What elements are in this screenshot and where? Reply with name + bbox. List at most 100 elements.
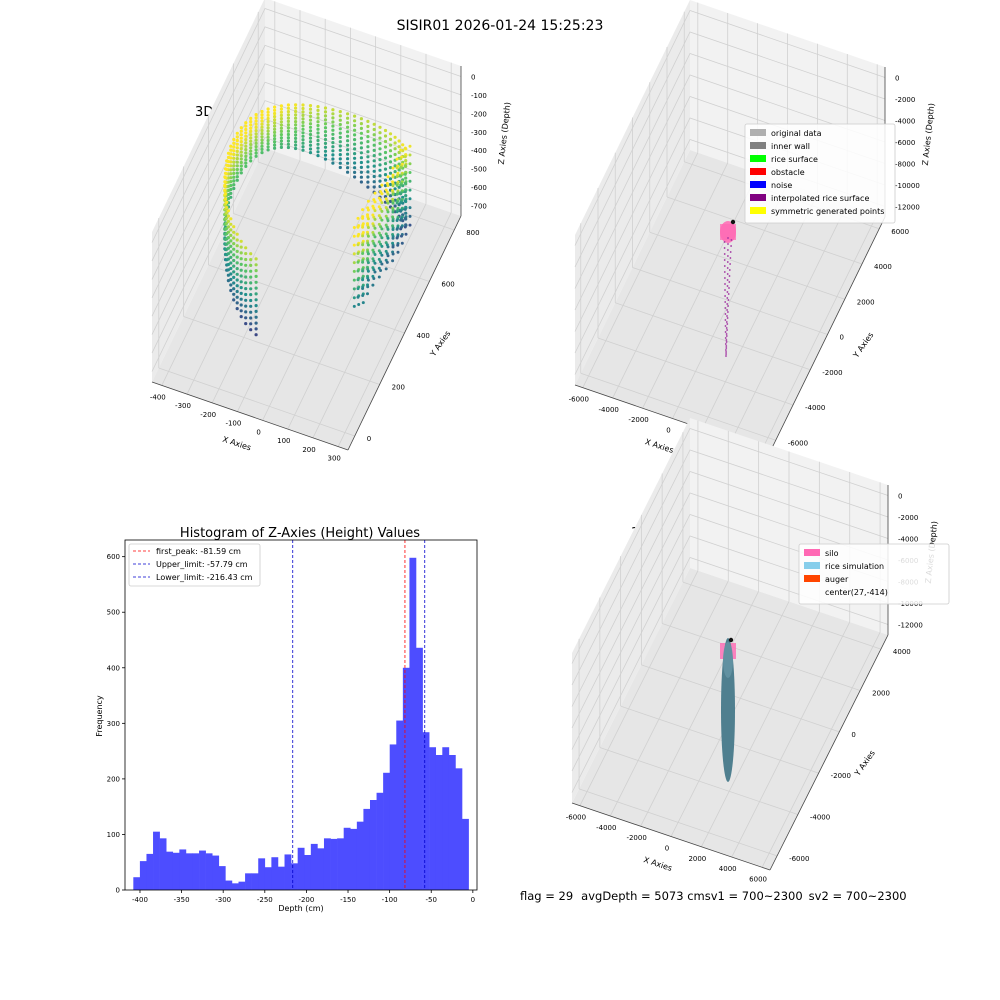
- data-point: [356, 252, 360, 255]
- data-point: [366, 185, 370, 189]
- data-point: [353, 114, 357, 118]
- grid-line: [649, 231, 845, 300]
- interpolated-point: [724, 319, 727, 321]
- data-point: [249, 316, 253, 320]
- interpolated-point: [729, 257, 732, 259]
- data-point: [361, 252, 365, 255]
- data-point: [235, 255, 239, 259]
- data-point: [359, 141, 363, 145]
- data-point: [229, 272, 233, 276]
- data-point: [249, 133, 253, 137]
- data-point: [399, 227, 403, 231]
- data-point: [316, 154, 320, 158]
- data-point: [244, 161, 248, 165]
- data-point: [294, 126, 298, 130]
- data-point: [294, 120, 298, 124]
- interpolated-point: [725, 347, 728, 349]
- data-point: [286, 106, 290, 110]
- data-point: [279, 139, 283, 143]
- data-point: [346, 143, 350, 147]
- interpolated-point: [730, 245, 732, 247]
- data-point: [249, 123, 253, 127]
- data-point: [408, 223, 412, 227]
- data-point: [308, 122, 313, 126]
- data-point: [366, 175, 370, 179]
- data-point: [366, 160, 370, 164]
- data-point: [383, 184, 388, 188]
- data-point: [378, 163, 382, 167]
- data-point: [323, 106, 328, 110]
- data-point: [235, 146, 239, 150]
- data-point: [359, 131, 363, 135]
- data-point: [232, 149, 236, 153]
- grid-line: [151, 100, 462, 335]
- y-tick-label: 0: [116, 887, 120, 895]
- data-point: [380, 236, 384, 240]
- data-point: [279, 126, 283, 130]
- data-point: [229, 239, 233, 243]
- grid-line: [571, 428, 889, 664]
- data-point: [301, 103, 305, 107]
- data-point: [386, 227, 390, 231]
- data-point: [403, 225, 407, 229]
- data-point: [331, 145, 335, 149]
- histogram-bar: [369, 800, 377, 890]
- data-point: [254, 304, 258, 308]
- interpolated-point: [725, 333, 728, 335]
- data-point: [372, 206, 376, 210]
- histogram-bar: [218, 866, 226, 890]
- data-point: [356, 269, 360, 273]
- data-point: [338, 153, 342, 157]
- data-point: [366, 278, 370, 282]
- data-point: [391, 259, 395, 263]
- data-point: [352, 278, 356, 282]
- data-point: [239, 150, 243, 154]
- grid-line: [682, 581, 882, 650]
- data-point: [266, 113, 270, 117]
- x-axis-label: X Axies: [642, 855, 673, 873]
- data-point: [316, 105, 320, 109]
- data-point: [366, 226, 370, 229]
- data-point: [235, 178, 239, 182]
- data-point: [294, 116, 298, 120]
- status-sv1: sv1 = 700~2300: [704, 889, 803, 903]
- data-point: [366, 217, 370, 221]
- data-point: [391, 228, 395, 231]
- data-point: [235, 272, 239, 276]
- data-point: [232, 287, 236, 291]
- data-point: [249, 116, 253, 120]
- legend-swatch: [750, 129, 766, 136]
- data-point: [232, 186, 236, 191]
- data-point: [361, 216, 365, 220]
- data-point: [393, 141, 397, 145]
- data-point: [366, 234, 370, 238]
- axes-frame: [124, 539, 478, 891]
- data-point: [395, 227, 399, 231]
- data-point: [239, 297, 243, 301]
- data-point: [378, 158, 382, 162]
- grid-line: [233, 213, 430, 282]
- data-point: [249, 328, 253, 332]
- data-point: [232, 242, 236, 246]
- interpolated-point: [723, 241, 726, 243]
- y-tick-label: 400: [107, 664, 120, 672]
- data-point: [239, 136, 243, 140]
- data-point: [244, 127, 248, 132]
- y-tick-label: 2000: [872, 689, 890, 697]
- interpolated-point: [727, 311, 729, 313]
- data-point: [235, 289, 239, 294]
- data-point: [229, 144, 233, 148]
- data-point: [353, 133, 357, 137]
- data-point: [223, 197, 228, 201]
- data-point: [408, 179, 412, 183]
- data-point: [232, 141, 236, 145]
- data-point: [235, 295, 239, 299]
- data-point: [308, 143, 313, 147]
- data-point: [359, 117, 363, 121]
- z-tick-label: -4000: [898, 536, 918, 544]
- data-point: [404, 232, 408, 236]
- histogram-legend: first_peak: -81.59 cm Upper_limit: -57.79…: [128, 543, 261, 587]
- data-point: [361, 287, 365, 290]
- interpolated-point: [728, 281, 731, 283]
- data-point: [235, 267, 239, 271]
